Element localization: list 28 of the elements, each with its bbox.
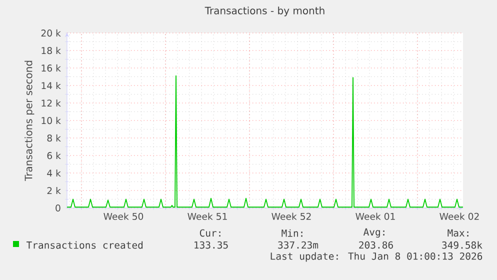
text: Cur: [200, 229, 220, 237]
y-tick-label: 14 k [42, 82, 61, 90]
x-tick-label: Week 51 [188, 212, 227, 220]
y-tick-label: 10 k [42, 116, 61, 124]
text: 349.58k [442, 241, 482, 249]
y-tick-label: 8 k [47, 134, 61, 142]
x-tick-label: Week 52 [272, 212, 311, 220]
y-tick-label: 20 k [41, 29, 61, 37]
y-tick-label: 16 k [42, 64, 61, 72]
y-tick-label: 4 k [47, 169, 61, 177]
text: 203.86 [359, 241, 393, 249]
y-tick-label: 18 k [42, 46, 61, 54]
text: Max: [448, 229, 468, 237]
y-tick-label: 0 [56, 204, 60, 212]
x-tick-label: Week 01 [356, 212, 395, 220]
text: 133.35 [194, 241, 228, 249]
text: Last update: Thu Jan 8 01:00:13 2026 [270, 252, 482, 262]
y-tick-label: 12 k [42, 99, 61, 107]
x-tick-label: Week 50 [104, 212, 144, 220]
y-tick-label: 2 k [47, 186, 61, 194]
text: 337.23m [278, 241, 318, 249]
text: Min: [282, 229, 302, 237]
y-tick-label: 6 k [47, 152, 61, 160]
legend-label: Transactions created [26, 241, 143, 249]
x-tick-label: Week 02 [440, 212, 479, 220]
chart-title: Transactions - by month [204, 6, 324, 16]
y-axis-title: Transactions per second [24, 60, 34, 182]
text: Avg: [363, 228, 384, 238]
